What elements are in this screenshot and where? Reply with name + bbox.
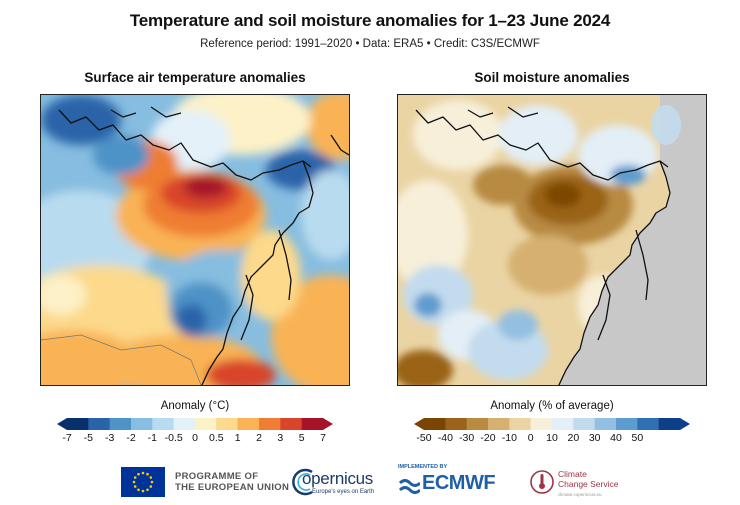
soil-moisture-colorbar-tick-label: -20 [480, 432, 496, 444]
soil-moisture-colorbar-segment [530, 418, 553, 430]
temperature-colorbar-segment [131, 418, 153, 430]
temperature-colorbar-tick-label: -1 [147, 432, 157, 444]
temperature-colorbar-tick-label: 1 [234, 432, 241, 444]
ecmwf-wave-icon [398, 479, 420, 494]
temperature-colorbar-min-extension [57, 418, 67, 430]
soil-moisture-colorbar-tick-label: 40 [610, 432, 622, 444]
temperature-colorbar-segment [301, 418, 324, 430]
soil-moisture-panel-title: Soil moisture anomalies [474, 70, 630, 85]
temperature-colorbar-max-extension [323, 418, 333, 430]
soil-moisture-colorbar-tick-label: -30 [459, 432, 475, 444]
temperature-colorbar-segment [237, 418, 260, 430]
temperature-colorbar-tick-label: -7 [62, 432, 72, 444]
soil-moisture-colorbar-segment [637, 418, 659, 430]
temperature-colorbar-segment [173, 418, 196, 430]
soil-moisture-colorbar-segment [573, 418, 595, 430]
temperature-colorbar-tick-label: 7 [320, 432, 326, 444]
c3s-thermometer-icon [530, 470, 554, 494]
soil-moisture-colorbar-tick-label: 0 [527, 432, 534, 444]
ecmwf-logo: IMPLEMENTED BY ECMWF [398, 464, 510, 498]
soil-moisture-colorbar-tick-label: -50 [416, 432, 432, 444]
eu-text-line-1: PROGRAMME OF [175, 471, 259, 482]
eu-programme-text: PROGRAMME OF THE EUROPEAN UNION [175, 471, 289, 493]
soil-moisture-colorbar [414, 418, 690, 430]
soil-moisture-colorbar-segment [552, 418, 574, 430]
temperature-colorbar-tick-label: 0.5 [209, 432, 224, 444]
temperature-colorbar-tick-label: 5 [298, 432, 305, 444]
soil-moisture-colorbar-max-extension [680, 418, 690, 430]
c3s-url: climate.copernicus.eu [558, 492, 602, 497]
soil-moisture-colorbar-segment [594, 418, 617, 430]
temperature-colorbar-tick-label: 3 [277, 432, 284, 444]
temperature-colorbar-tick-label: -3 [104, 432, 115, 444]
soil-moisture-colorbar-segment [488, 418, 510, 430]
temperature-colorbar-segment [195, 418, 217, 430]
temperature-colorbar-tick-label: -5 [83, 432, 93, 444]
temperature-colorbar-segment [88, 418, 110, 430]
temperature-colorbar-segment [216, 418, 238, 430]
page-title: Temperature and soil moisture anomalies … [129, 11, 611, 30]
c3s-text-line-2: Change Service [558, 479, 619, 489]
soil-moisture-colorbar-segment [616, 418, 638, 430]
soil-moisture-colorbar-segment [509, 418, 531, 430]
c3s-logo: Climate Change Service climate.copernicu… [530, 466, 640, 498]
footer-logos: PROGRAMME OF THE EUROPEAN UNION opernicu… [0, 462, 740, 502]
c3s-text-line-1: Climate [558, 469, 587, 479]
temperature-colorbar-tick-label: 2 [256, 432, 262, 444]
soil-moisture-colorbar-segment [658, 418, 681, 430]
soil-moisture-colorbar-tick-label: -10 [501, 432, 517, 444]
soil-moisture-colorbar-tick-label: 20 [567, 432, 580, 444]
temperature-colorbar-segment [259, 418, 281, 430]
soil-moisture-colorbar-ticks: -50 -40 -30 -20 -10 0 10 20 30 40 50 [414, 432, 690, 446]
temperature-colorbar-tick-label: -2 [126, 432, 136, 444]
c3s-text: Climate Change Service [558, 469, 618, 489]
soil-moisture-colorbar-title: Anomaly (% of average) [490, 400, 614, 412]
ecmwf-implemented-by: IMPLEMENTED BY [398, 464, 448, 470]
soil-moisture-anomaly-map [397, 94, 707, 386]
eu-flag-icon [121, 467, 165, 497]
soil-moisture-colorbar-segment [466, 418, 489, 430]
temperature-colorbar-segment [67, 418, 89, 430]
soil-moisture-colorbar-tick-label: 10 [546, 432, 558, 444]
temperature-panel-title: Surface air temperature anomalies [84, 70, 306, 85]
copernicus-logo: opernicus Europe's eyes on Earth [292, 466, 384, 498]
soil-moisture-colorbar-tick-label: 50 [631, 432, 644, 444]
temperature-anomaly-map [40, 94, 350, 386]
eu-text-line-2: THE EUROPEAN UNION [175, 482, 290, 493]
temperature-colorbar-tick-label: -0.5 [164, 432, 183, 444]
temperature-colorbar-tick-label: 0 [192, 432, 198, 444]
temperature-colorbar-segment [152, 418, 174, 430]
copernicus-wordmark: opernicus [302, 469, 374, 488]
copernicus-tagline: Europe's eyes on Earth [312, 489, 375, 495]
temperature-colorbar-ticks: -7 -5 -3 -2 -1 -0.5 0 0.5 1 2 3 5 7 [57, 432, 333, 446]
soil-moisture-colorbar-segment [445, 418, 467, 430]
ecmwf-wordmark: ECMWF [422, 472, 496, 494]
soil-moisture-colorbar-tick-label: 30 [588, 432, 601, 444]
temperature-colorbar-title: Anomaly (°C) [160, 400, 230, 412]
page-subtitle: Reference period: 1991–2020 • Data: ERA5… [200, 38, 540, 50]
temperature-colorbar-segment [280, 418, 302, 430]
soil-moisture-colorbar-tick-label: -40 [437, 432, 453, 444]
soil-moisture-colorbar-min-extension [414, 418, 424, 430]
temperature-colorbar [57, 418, 333, 430]
soil-moisture-colorbar-segment [424, 418, 446, 430]
temperature-colorbar-segment [109, 418, 132, 430]
